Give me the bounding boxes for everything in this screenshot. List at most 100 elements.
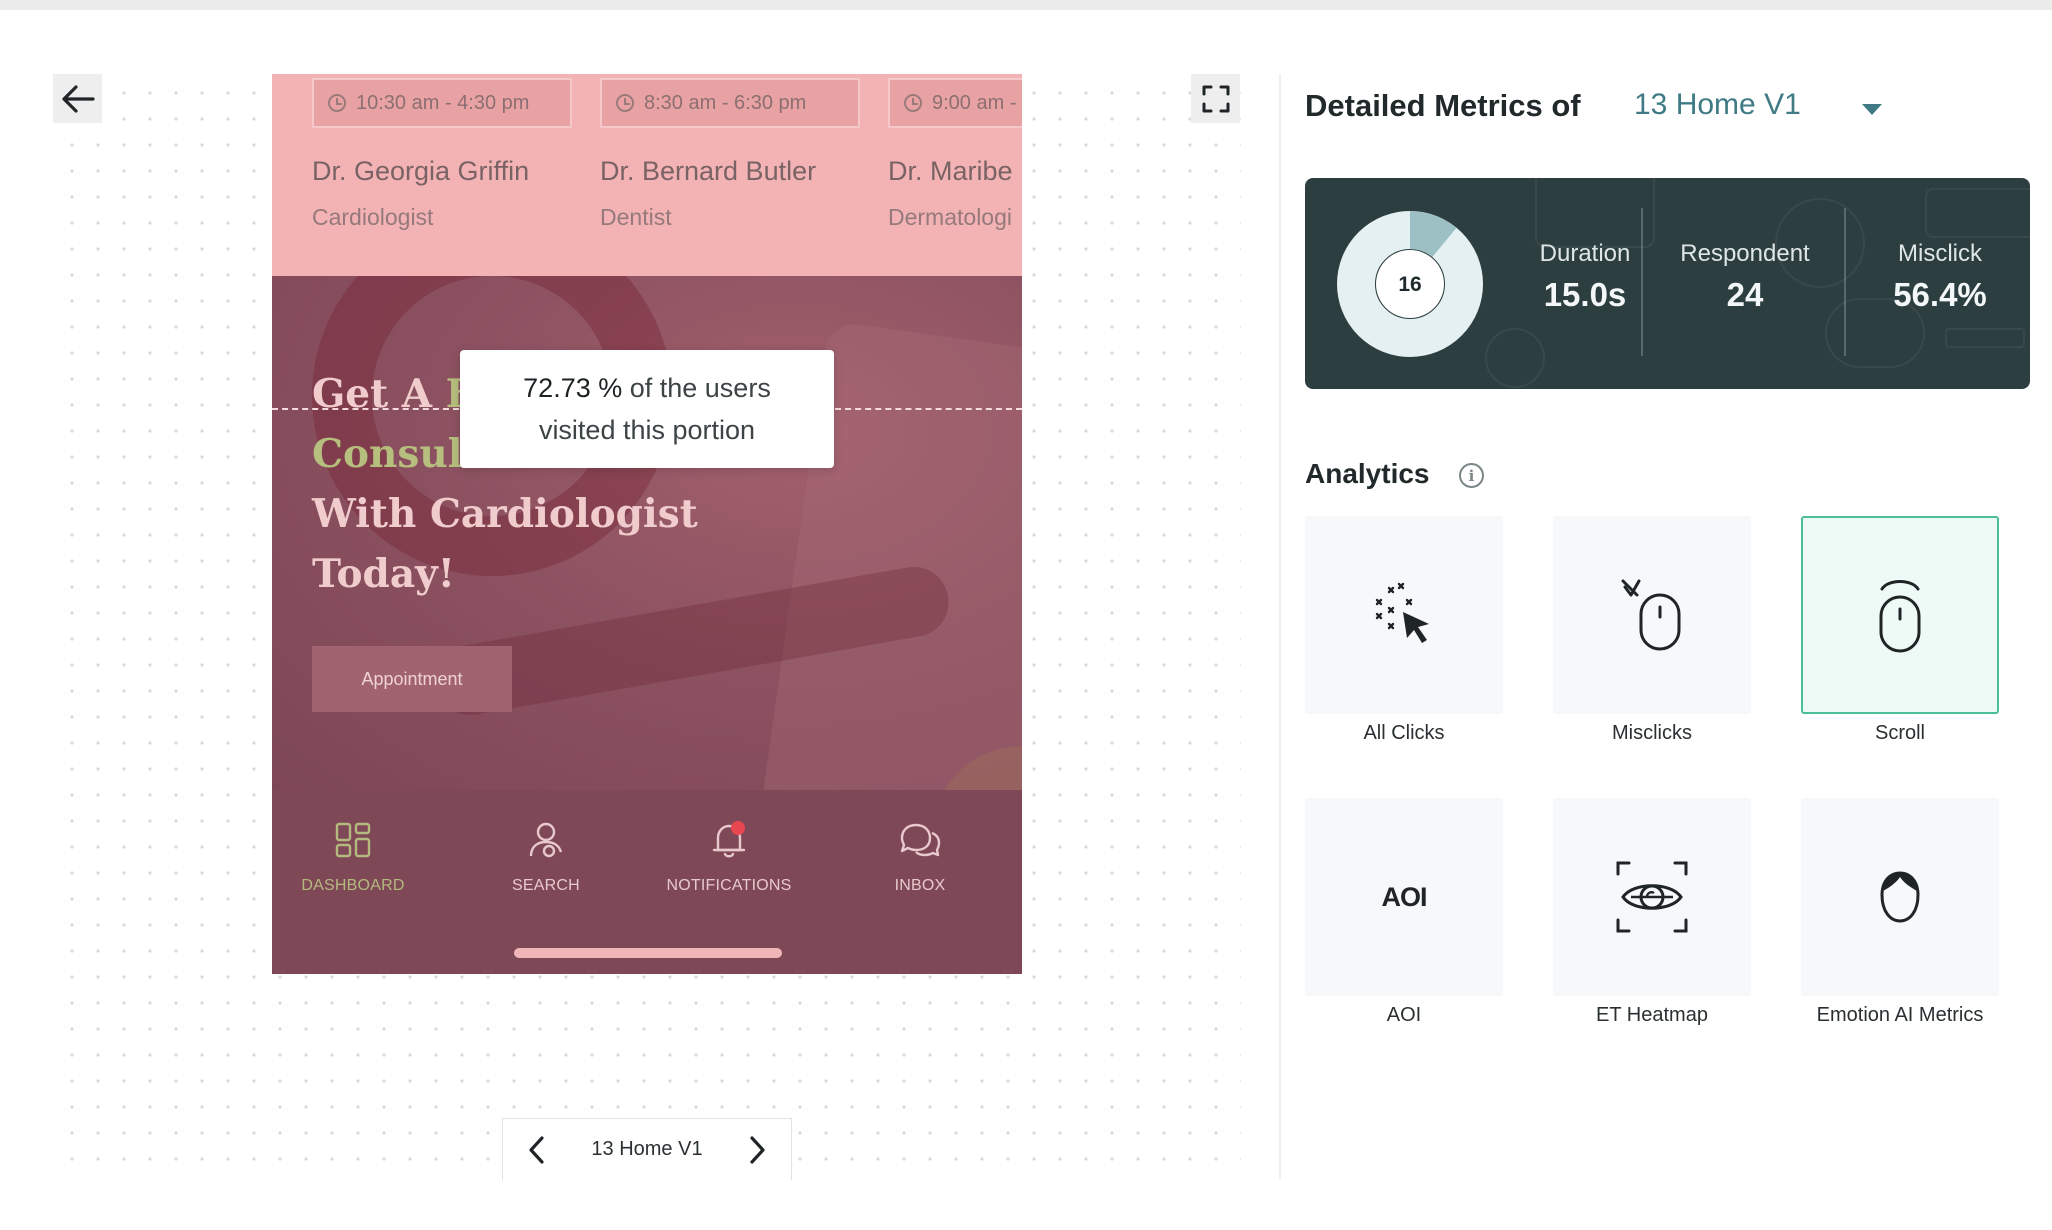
- tile-et-heatmap[interactable]: [1553, 798, 1751, 996]
- tile-aoi[interactable]: AOI: [1305, 798, 1503, 996]
- bottom-navigation: DASHBOARD SEARCH NOTIFICATIONS INBOX: [272, 790, 1022, 974]
- version-dropdown-value: 13 Home V1: [1634, 88, 1801, 121]
- doctor-specialty: Dentist: [600, 204, 672, 230]
- time-badge: 10:30 am - 4:30 pm: [312, 78, 572, 128]
- stat-value: 24: [1726, 276, 1764, 313]
- tile-label: Scroll: [1874, 722, 1925, 744]
- donut-center: [1376, 250, 1444, 318]
- stat-divider: [1641, 208, 1643, 356]
- analytics-heading: Analytics: [1305, 458, 1430, 489]
- hero-title-text: With Cardiologist: [312, 491, 698, 537]
- tile-label: Misclicks: [1612, 722, 1692, 744]
- hero-title-text: Today!: [312, 551, 455, 597]
- time-badge: 9:00 am -: [888, 78, 1022, 128]
- tooltip-text: of the users: [622, 373, 771, 403]
- dashboard-icon: [335, 822, 371, 858]
- metrics-summary-card: 16 Duration 15.0s Respondent 24 Misclick…: [1305, 178, 2030, 389]
- nav-search[interactable]: SEARCH: [466, 820, 626, 895]
- hero-title-accent: Consult: [312, 431, 481, 477]
- doctor-name: Dr. Georgia Griffin: [312, 156, 530, 186]
- emotion-face-icon: [1880, 871, 1920, 923]
- chevron-right-icon: [750, 1135, 765, 1164]
- scroll-depth-tooltip: 72.73 % of the users visited this portio…: [460, 350, 834, 468]
- arrow-left-icon: [61, 84, 95, 113]
- tile-label: AOI: [1386, 1004, 1422, 1026]
- background-pattern: [1925, 188, 2030, 238]
- clock-icon: [616, 94, 634, 112]
- user-search-icon: [529, 822, 563, 858]
- version-dropdown[interactable]: 13 Home V1: [1634, 88, 1894, 132]
- time-text: 10:30 am - 4:30 pm: [356, 91, 530, 114]
- time-badge: 8:30 am - 6:30 pm: [600, 78, 860, 128]
- donut-segment: [1409, 211, 1457, 258]
- current-screen-label: 13 Home V1: [591, 1138, 703, 1160]
- doctor-specialty: Dermatologi: [888, 204, 1012, 230]
- stat-label: Duration: [1539, 240, 1631, 267]
- time-text: 9:00 am -: [932, 91, 1017, 114]
- back-button[interactable]: [53, 74, 102, 123]
- nav-inbox[interactable]: INBOX: [840, 820, 1000, 895]
- stat-label: Respondent: [1680, 240, 1810, 267]
- next-screen-button[interactable]: [747, 1135, 767, 1165]
- background-pattern: [1825, 298, 1925, 368]
- all-clicks-icon: [1375, 582, 1429, 643]
- stat-value: 15.0s: [1543, 276, 1627, 313]
- home-indicator: [514, 948, 782, 958]
- fullscreen-button[interactable]: [1191, 74, 1240, 123]
- background-pattern: [1945, 328, 2025, 348]
- time-text: 8:30 am - 6:30 pm: [644, 91, 807, 114]
- panel-divider: [1279, 74, 1281, 1180]
- nav-label: DASHBOARD: [301, 877, 405, 894]
- respondent-donut-chart: 16: [1337, 211, 1483, 357]
- misclick-mouse-icon: [1621, 579, 1681, 651]
- metrics-title: Detailed Metrics of: [1305, 88, 1581, 123]
- background-pattern: [1485, 328, 1545, 388]
- phone-preview: 10:30 am - 4:30 pm Dr. Georgia Griffin C…: [272, 74, 1022, 974]
- hero-title-text: Get A: [312, 371, 446, 417]
- top-bar: [0, 0, 2052, 10]
- expand-icon: [1202, 85, 1229, 112]
- background-pattern: [1535, 178, 1655, 248]
- stat-value: 56.4%: [1893, 276, 1987, 313]
- misclick-stat: Misclick 56.4%: [1860, 240, 2020, 314]
- tile-scroll[interactable]: [1801, 516, 1999, 714]
- tile-label: All Clicks: [1363, 722, 1445, 744]
- tooltip-line-1: 72.73 % of the users: [523, 367, 771, 409]
- chevron-left-icon: [529, 1135, 544, 1164]
- info-icon[interactable]: i: [1459, 463, 1484, 488]
- tile-label: ET Heatmap: [1596, 1004, 1708, 1026]
- clock-icon: [328, 94, 346, 112]
- appointment-button[interactable]: Appointment: [312, 646, 512, 712]
- stat-divider: [1844, 208, 1846, 356]
- scroll-mouse-icon: [1879, 580, 1921, 653]
- aoi-icon: AOI: [1381, 881, 1427, 912]
- duration-stat: Duration 15.0s: [1505, 240, 1665, 314]
- nav-label: INBOX: [894, 877, 946, 894]
- nav-dashboard[interactable]: DASHBOARD: [273, 820, 433, 895]
- donut-value: 16: [1398, 273, 1421, 296]
- tile-label: Emotion AI Metrics: [1816, 1004, 1984, 1026]
- previous-screen-button[interactable]: [527, 1135, 547, 1165]
- doctor-carousel: 10:30 am - 4:30 pm Dr. Georgia Griffin C…: [272, 74, 1022, 276]
- tile-all-clicks[interactable]: [1305, 516, 1503, 714]
- nav-notifications[interactable]: NOTIFICATIONS: [649, 820, 809, 895]
- tile-misclicks[interactable]: [1553, 516, 1751, 714]
- respondent-stat: Respondent 24: [1655, 240, 1835, 314]
- eye-tracking-icon: [1616, 861, 1688, 933]
- hero-title: Get A Fr Consult With Cardiologist Today…: [312, 364, 872, 604]
- doctor-name: Dr. Bernard Butler: [600, 156, 817, 186]
- doctor-specialty: Cardiologist: [312, 204, 434, 230]
- nav-label: SEARCH: [512, 877, 580, 894]
- chat-icon: [900, 823, 941, 857]
- screen-pager: 13 Home V1: [502, 1118, 792, 1180]
- tile-emotion-ai[interactable]: [1801, 798, 1999, 996]
- nav-label: NOTIFICATIONS: [666, 877, 792, 894]
- tooltip-line-2: visited this portion: [538, 415, 756, 445]
- doctor-name: Dr. Maribe: [888, 156, 1013, 186]
- bell-icon: [712, 821, 746, 858]
- scroll-percent: 72.73 %: [523, 373, 623, 403]
- background-pattern: [1775, 198, 1865, 288]
- stat-label: Misclick: [1898, 240, 1982, 267]
- caret-down-icon: [1862, 104, 1882, 115]
- clock-icon: [904, 94, 922, 112]
